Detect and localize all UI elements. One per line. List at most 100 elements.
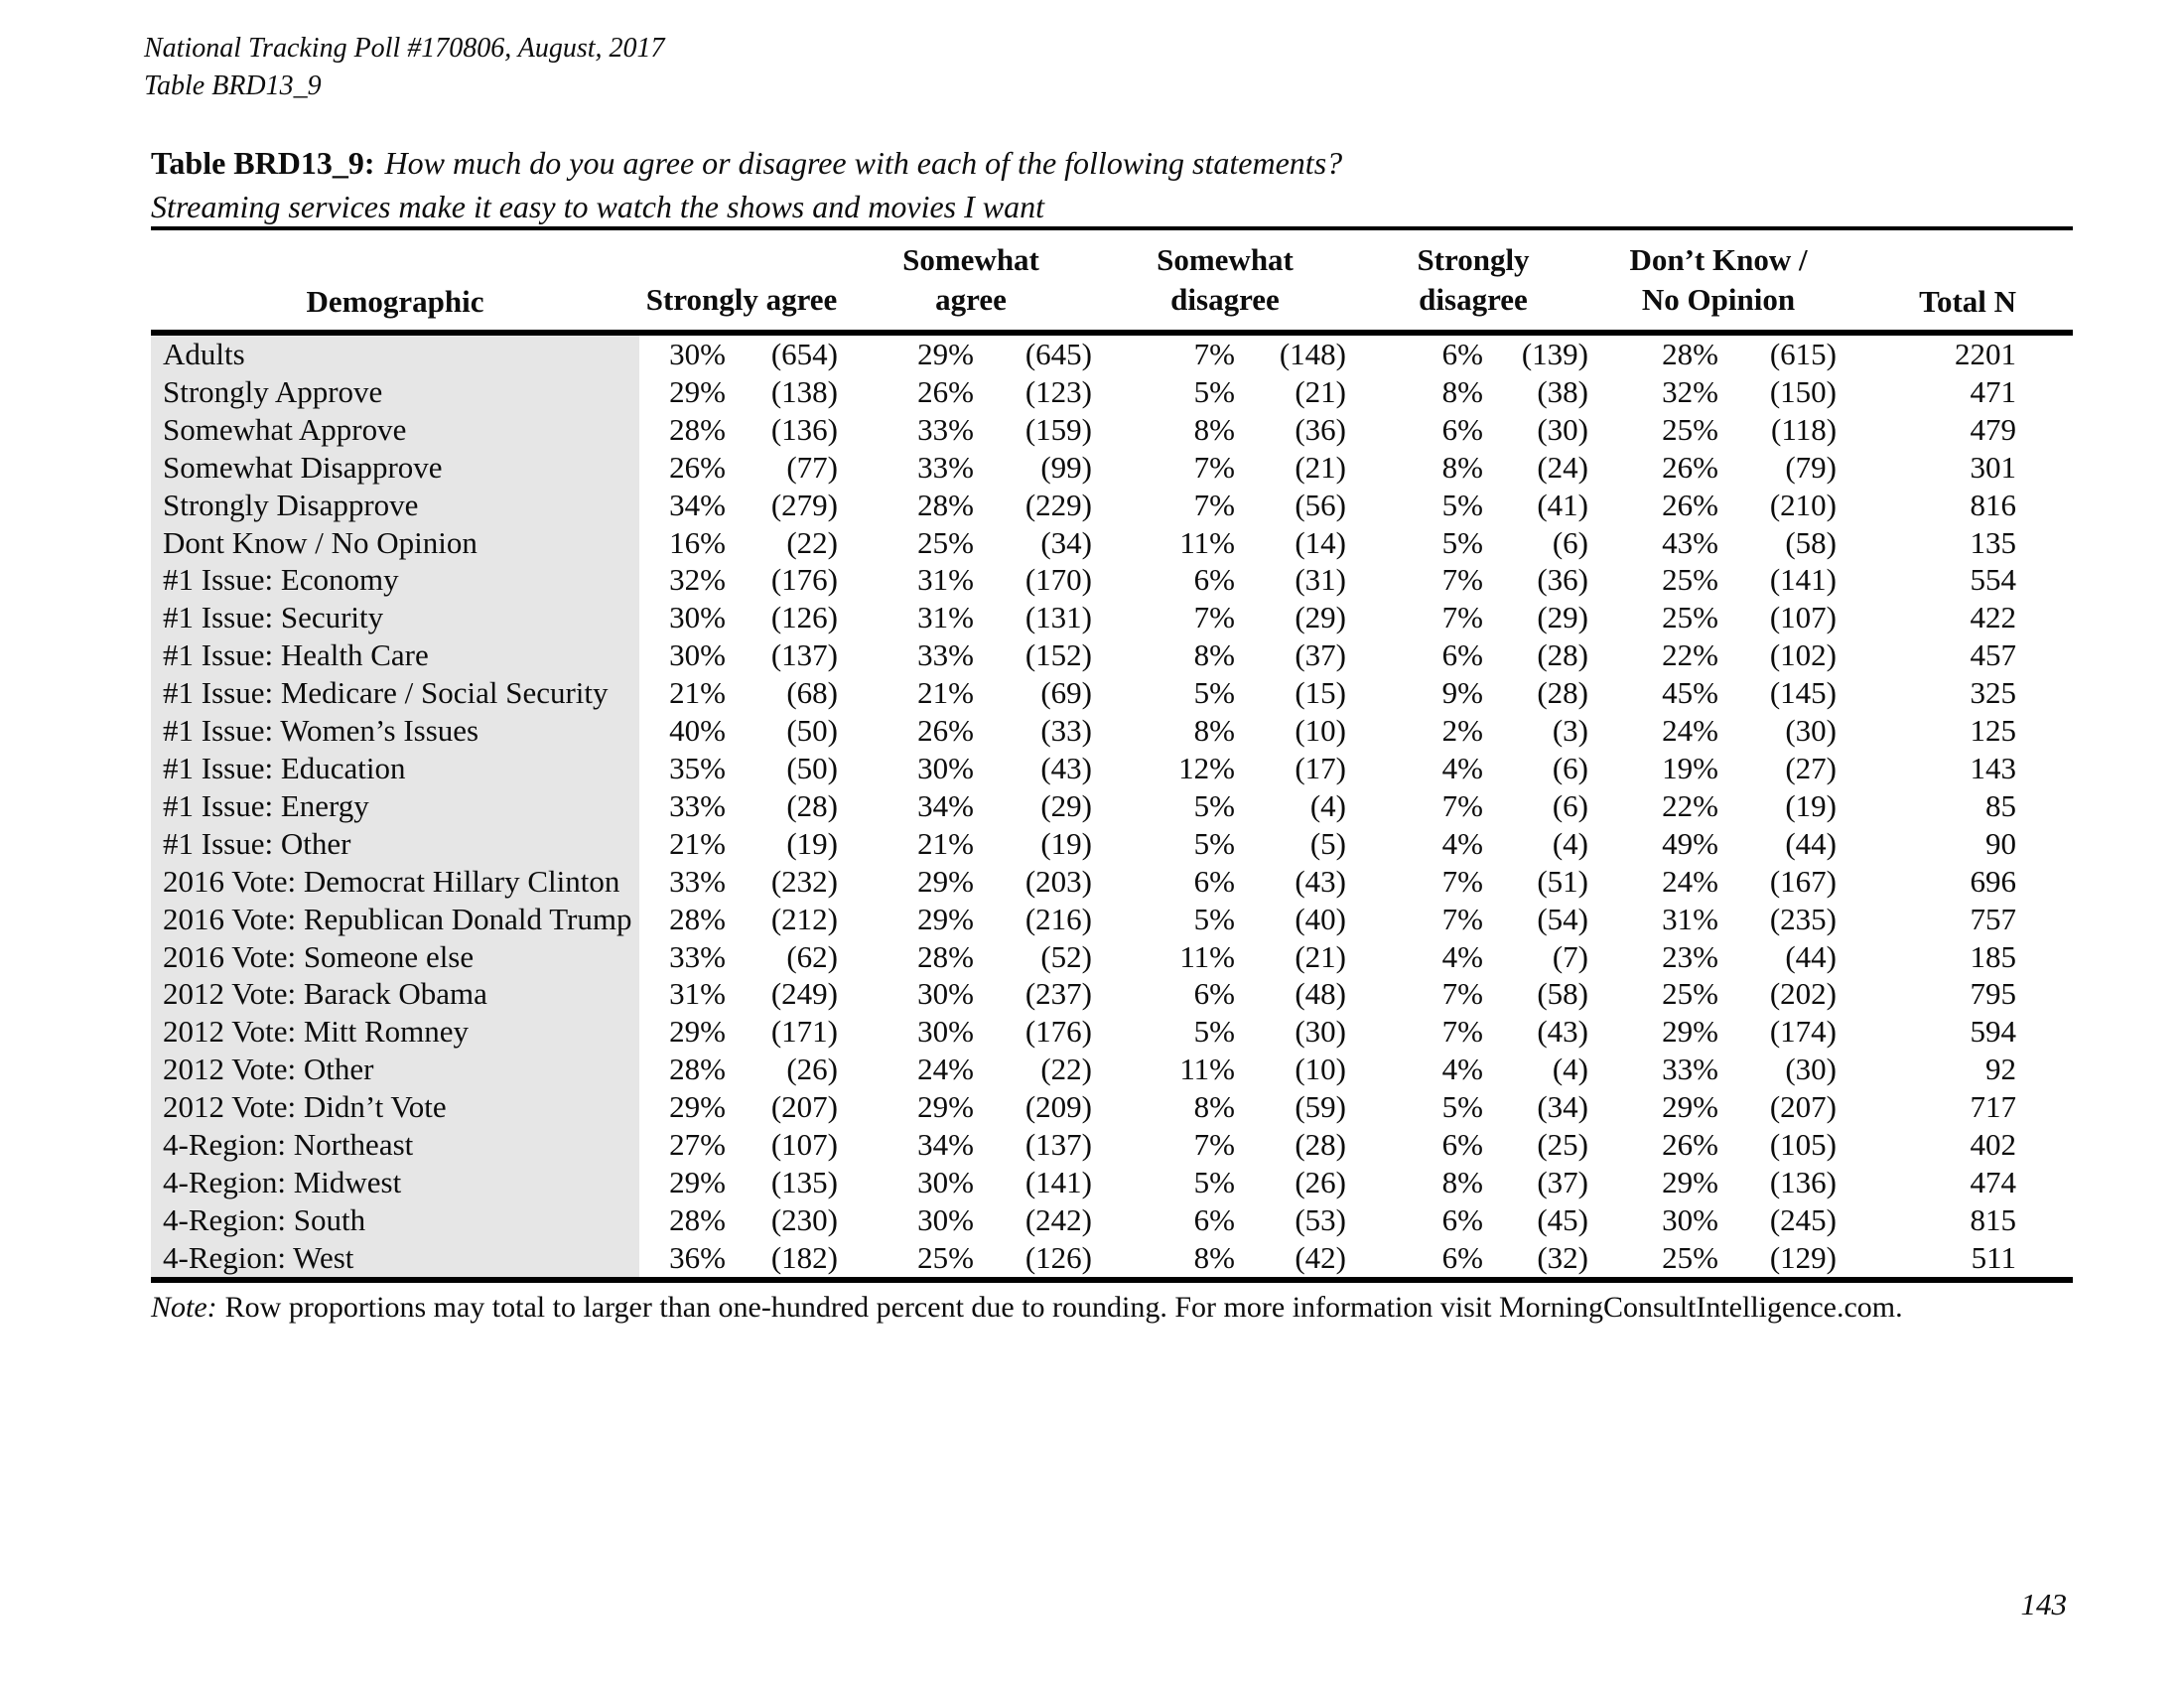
count-cell: (182): [732, 1238, 844, 1283]
percent-cell: 29%: [1662, 1014, 1718, 1050]
percent-cell: 32%: [669, 562, 726, 598]
column-header-strongly-disagree: Strongly disagree: [1352, 226, 1594, 336]
percent-cell: 5%: [1193, 901, 1235, 936]
percent-cell: 33%: [669, 863, 726, 899]
count-cell: (44): [1785, 825, 1838, 861]
percent-cell: 45%: [1662, 675, 1718, 711]
percent-cell: 27%: [669, 1127, 726, 1163]
percent-cell: 25%: [844, 1238, 980, 1283]
table-title-question: How much do you agree or disagree with e…: [384, 145, 1343, 181]
total-n-cell: 696: [1970, 863, 2017, 899]
percent-cell: 5%: [1193, 1164, 1235, 1199]
count-cell: (237): [1024, 976, 1092, 1012]
percent-cell: 25%: [1594, 1238, 1724, 1283]
percent-cell: 30%: [669, 337, 726, 371]
count-cell: (167): [1769, 863, 1838, 899]
count-cell: (209): [1024, 1089, 1092, 1125]
count-cell: (6): [1552, 750, 1588, 785]
count-cell: (137): [1024, 1127, 1092, 1163]
count-cell: (249): [770, 976, 838, 1012]
count-cell: (139): [1521, 337, 1588, 371]
percent-cell: 25%: [1662, 600, 1718, 635]
percent-cell: 30%: [669, 600, 726, 635]
percent-cell: 31%: [669, 976, 726, 1012]
row-label: #1 Issue: Education: [151, 749, 639, 787]
row-label: 4-Region: South: [151, 1200, 639, 1239]
percent-cell: 25%: [1662, 562, 1718, 598]
count-cell: (25): [1537, 1127, 1588, 1163]
row-label: #1 Issue: Other: [151, 824, 639, 863]
row-label: 2012 Vote: Mitt Romney: [151, 1013, 639, 1052]
percent-cell: 28%: [1662, 337, 1718, 371]
count-cell: (14): [1295, 524, 1346, 560]
count-cell: (150): [1769, 373, 1838, 409]
percent-cell: 26%: [1662, 449, 1718, 485]
count-cell: (107): [770, 1127, 838, 1163]
count-cell: (68): [786, 675, 838, 711]
count-cell: (279): [770, 487, 838, 522]
percent-cell: 4%: [1441, 750, 1483, 785]
count-cell: (135): [770, 1164, 838, 1199]
count-cell: (6): [1552, 787, 1588, 823]
count-cell: (645): [1024, 337, 1092, 371]
total-n-cell: 2201: [1955, 337, 2017, 371]
percent-cell: 26%: [1662, 1127, 1718, 1163]
count-cell: (69): [1040, 675, 1092, 711]
count-cell: (56): [1295, 487, 1346, 522]
percent-cell: 30%: [917, 1014, 974, 1050]
count-cell: (28): [1537, 637, 1588, 673]
count-cell: (50): [786, 713, 838, 749]
percent-cell: 31%: [917, 562, 974, 598]
total-n-cell: 402: [1970, 1127, 2017, 1163]
percent-cell: 8%: [1098, 1238, 1241, 1283]
table-row: 2012 Vote: Didn’t Vote 29% (207) 29% (209) 8%…: [151, 1088, 2073, 1127]
percent-cell: 26%: [669, 449, 726, 485]
count-cell: (136): [770, 411, 838, 447]
percent-cell: 29%: [917, 1089, 974, 1125]
percent-cell: 29%: [917, 337, 974, 371]
count-cell: (207): [770, 1089, 838, 1125]
row-label: Strongly Approve: [151, 372, 639, 411]
count-cell: (245): [1769, 1201, 1838, 1237]
row-label: 2016 Vote: Republican Donald Trump: [151, 900, 639, 938]
column-header-somewhat-agree: Somewhat agree: [844, 226, 1098, 336]
row-label: Somewhat Disapprove: [151, 448, 639, 487]
table-row: #1 Issue: Medicare / Social Security 21% (…: [151, 674, 2073, 713]
percent-cell: 6%: [1193, 863, 1235, 899]
percent-cell: 29%: [917, 863, 974, 899]
count-cell: (137): [770, 637, 838, 673]
percent-cell: 26%: [917, 713, 974, 749]
row-label: 4-Region: Northeast: [151, 1126, 639, 1164]
percent-cell: 21%: [917, 825, 974, 861]
total-n-cell: 185: [1970, 938, 2017, 974]
table-row: Strongly Disapprove 34% (279) 28% (229) 7% (56…: [151, 486, 2073, 524]
count-cell: (28): [1537, 675, 1588, 711]
percent-cell: 35%: [669, 750, 726, 785]
percent-cell: 2%: [1441, 713, 1483, 749]
percent-cell: 30%: [669, 637, 726, 673]
count-cell: (19): [1040, 825, 1092, 861]
count-cell: (4): [1552, 1052, 1588, 1087]
count-cell: (19): [1785, 787, 1838, 823]
count-cell: (29): [1295, 600, 1346, 635]
percent-cell: 7%: [1193, 1127, 1235, 1163]
count-cell: (17): [1295, 750, 1346, 785]
percent-cell: 22%: [1662, 637, 1718, 673]
count-cell: (29): [1537, 600, 1588, 635]
percent-cell: 11%: [1179, 1052, 1235, 1087]
total-n-cell: 471: [1970, 373, 2017, 409]
percent-cell: 7%: [1441, 600, 1483, 635]
count-cell: (30): [1537, 411, 1588, 447]
count-cell: (34): [1040, 524, 1092, 560]
percent-cell: 33%: [917, 637, 974, 673]
table-row: 4-Region: West 36% (182) 25% (126) 8% (42) 6% (3…: [151, 1238, 2074, 1283]
table-row: 4-Region: South 28% (230) 30% (242) 6% (53) 6% (…: [151, 1200, 2073, 1239]
footnote: Note: Row proportions may total to larger…: [151, 1291, 1903, 1325]
count-cell: (141): [1769, 562, 1838, 598]
total-n-cell: 143: [1970, 750, 2017, 785]
percent-cell: 7%: [1441, 562, 1483, 598]
percent-cell: 6%: [1441, 337, 1483, 371]
percent-cell: 6%: [1193, 562, 1235, 598]
total-n-cell: 554: [1970, 562, 2017, 598]
